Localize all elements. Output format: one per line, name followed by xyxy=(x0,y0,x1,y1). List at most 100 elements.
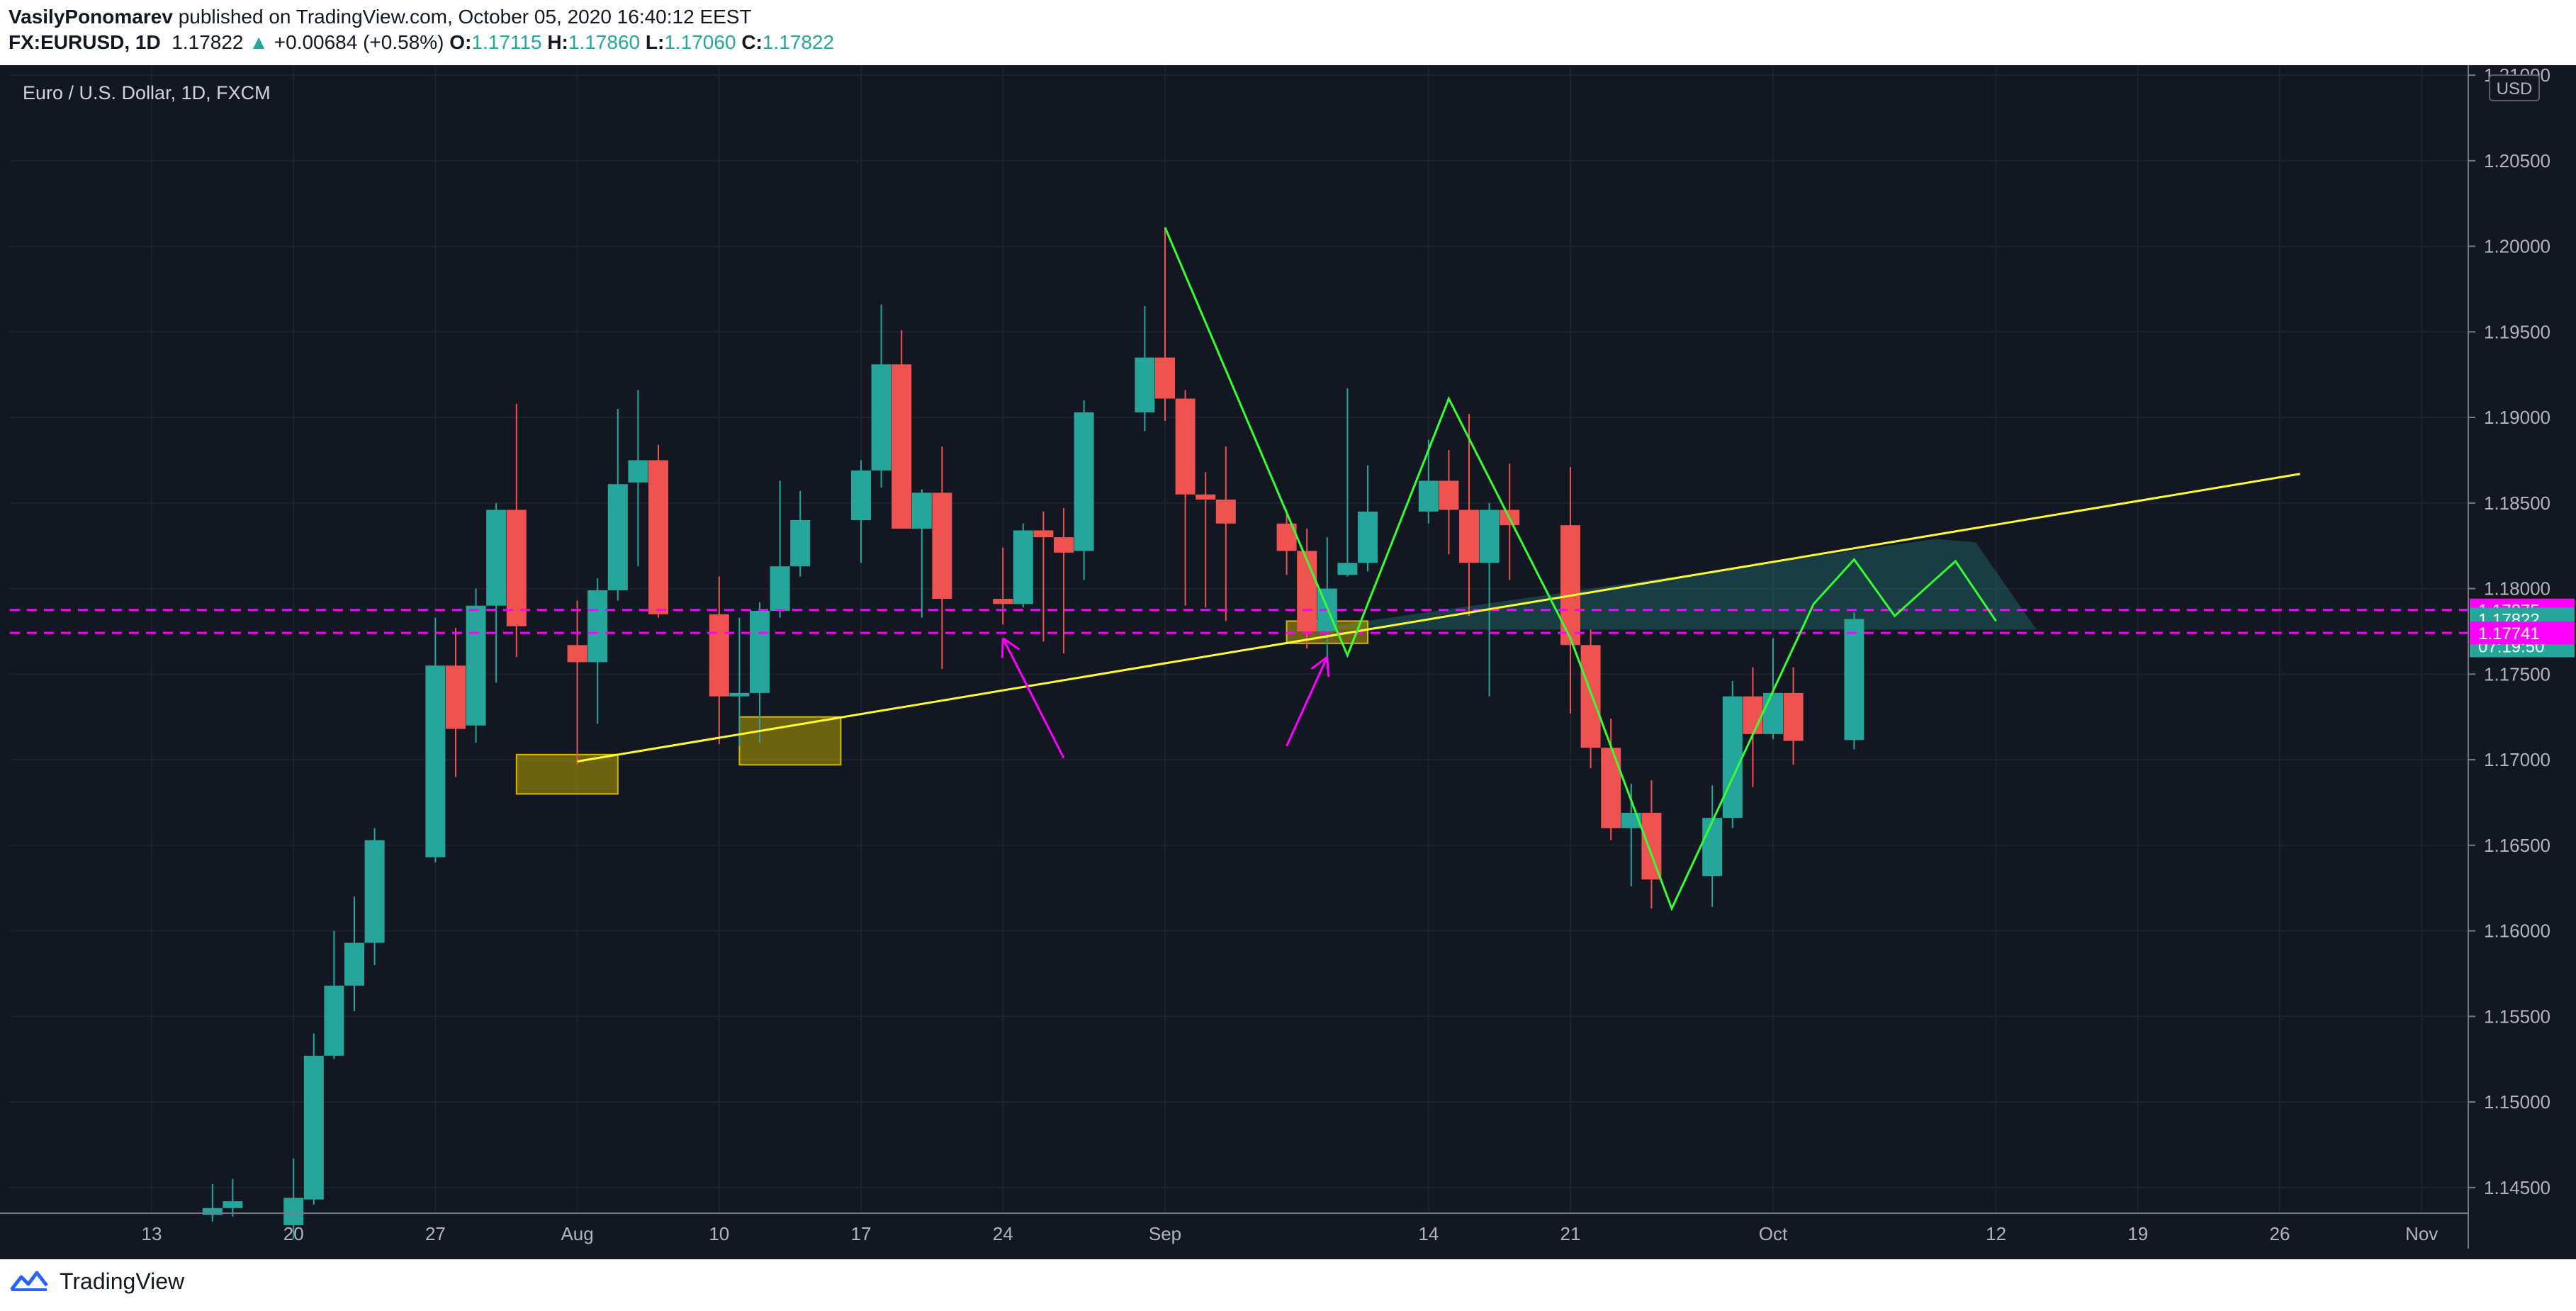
price-tick-label: 1.20500 xyxy=(2484,150,2550,171)
support-zone-box xyxy=(515,753,619,795)
candle-body xyxy=(770,566,790,611)
candle-body xyxy=(1013,530,1033,604)
quote-line: FX:EURUSD, 1D 1.17822 ▲ +0.00684 (+0.58%… xyxy=(9,31,834,54)
candle-body xyxy=(1054,537,1074,553)
candle-body xyxy=(1033,530,1054,538)
candle-body xyxy=(932,493,952,600)
time-tick-label: 13 xyxy=(142,1223,162,1244)
price-tick-label: 1.18500 xyxy=(2484,493,2550,514)
magenta-arrow-shaft xyxy=(1001,637,1065,759)
footer-branding: TradingView xyxy=(9,1266,184,1297)
candles-layer xyxy=(202,227,1864,1239)
candle-body xyxy=(648,460,668,614)
horizontal-lines-layer xyxy=(10,609,2468,634)
price-axis: 1.14500 1.15000 1.15500 1.16000 1.16500 1.170… xyxy=(2468,65,2576,1259)
price-tick-label: 1.15000 xyxy=(2484,1091,2550,1113)
candle-body xyxy=(911,493,932,529)
close-value: 1.17822 xyxy=(762,31,835,53)
zigzag-projection-path xyxy=(1164,227,1997,912)
candle-body xyxy=(324,985,344,1056)
price-label-box xyxy=(2470,621,2575,645)
candle-body xyxy=(993,599,1013,604)
chart-title: Euro / U.S. Dollar, 1D, FXCM xyxy=(23,82,271,103)
candle-body xyxy=(1763,692,1783,734)
time-tick-label: Nov xyxy=(2405,1223,2438,1244)
last-price: 1.17822 xyxy=(171,31,244,53)
open-label: O: xyxy=(449,31,472,53)
magenta-arrow-head xyxy=(1310,656,1328,670)
candle-body xyxy=(1601,748,1621,828)
time-tick-label: 24 xyxy=(993,1223,1013,1244)
symbol-label: FX:EURUSD, 1D xyxy=(9,31,161,53)
candle-body xyxy=(851,470,871,520)
candle-body xyxy=(750,610,770,693)
candle-body xyxy=(607,484,628,590)
price-tick-label: 1.15500 xyxy=(2484,1006,2550,1027)
candle-body xyxy=(871,364,892,471)
candle-body xyxy=(1641,812,1662,880)
time-tick-label: 12 xyxy=(1986,1223,2006,1244)
time-tick-label: 10 xyxy=(709,1223,729,1244)
low-value: 1.17060 xyxy=(664,31,736,53)
price-tick-label: 1.20000 xyxy=(2484,236,2550,257)
candle-body xyxy=(223,1201,243,1208)
candle-body xyxy=(1722,696,1743,818)
candle-body xyxy=(628,460,648,483)
price-axis-background xyxy=(2468,65,2576,1259)
candle-body xyxy=(1297,551,1317,631)
price-tick-label: 1.17000 xyxy=(2484,749,2550,770)
magenta-arrow-shaft xyxy=(1286,656,1329,747)
candle-body xyxy=(790,519,811,567)
candle-body xyxy=(486,510,507,606)
candle-body xyxy=(1215,499,1236,524)
price-tick-label: 1.19000 xyxy=(2484,407,2550,428)
magenta-arrow-head xyxy=(1001,638,1004,658)
time-tick-label: 26 xyxy=(2270,1223,2290,1244)
close-label: C: xyxy=(741,31,763,53)
drawings-layer xyxy=(577,227,2300,912)
candle-body xyxy=(892,364,912,529)
candle-body xyxy=(1743,696,1763,734)
candle-body xyxy=(425,665,446,857)
candle-body xyxy=(1175,398,1196,495)
candle-body xyxy=(1358,511,1378,563)
publish-line: VasilyPonomarev published on TradingView… xyxy=(9,6,752,28)
candle-body xyxy=(567,645,587,663)
price-tick-label: 1.18000 xyxy=(2484,578,2550,600)
candle-body xyxy=(466,605,486,726)
candle-body xyxy=(1844,619,1864,741)
time-tick-label: Sep xyxy=(1149,1223,1181,1244)
candle-body xyxy=(1783,692,1804,741)
candle-body xyxy=(344,943,364,986)
price-change: +0.00684 (+0.58%) xyxy=(274,31,444,53)
time-tick-label: 27 xyxy=(425,1223,446,1244)
candle-body xyxy=(1580,645,1601,748)
time-axis: 13 20 27 Aug 10 17 24 Sep 14 21 Oct 12 19 26 Nov xyxy=(0,1212,2468,1244)
footer-brand-label[interactable]: TradingView xyxy=(60,1268,185,1294)
price-chart[interactable]: Euro / U.S. Dollar, 1D, FXCM 1.14500 1.15… xyxy=(0,65,2576,1259)
candle-body xyxy=(202,1208,223,1215)
price-tick-label: 1.14500 xyxy=(2484,1177,2550,1198)
candle-body xyxy=(1560,525,1580,646)
currency-badge xyxy=(2489,74,2540,101)
candle-body xyxy=(1135,357,1155,412)
time-tick-label: 20 xyxy=(283,1223,304,1244)
candle-body xyxy=(587,590,608,663)
author-name[interactable]: VasilyPonomarev xyxy=(9,6,173,28)
candle-body xyxy=(1196,494,1216,500)
price-tick-label: 1.16500 xyxy=(2484,835,2550,856)
time-tick-label: Aug xyxy=(561,1223,593,1244)
magenta-arrow-head xyxy=(1326,657,1330,677)
candle-body xyxy=(1155,357,1175,399)
price-tick-label: 1.17500 xyxy=(2484,663,2550,685)
time-tick-label: Oct xyxy=(1759,1223,1788,1244)
price-tick-label: 1.19500 xyxy=(2484,321,2550,342)
candle-body xyxy=(1479,510,1500,563)
tradingview-logo-icon[interactable] xyxy=(9,1268,51,1294)
time-tick-label: 17 xyxy=(851,1223,872,1244)
magenta-arrow-head xyxy=(1002,637,1020,651)
candle-body xyxy=(283,1198,304,1225)
price-tick-label: 1.16000 xyxy=(2484,921,2550,942)
up-triangle-icon: ▲ xyxy=(249,31,269,53)
candle-body xyxy=(446,665,466,729)
